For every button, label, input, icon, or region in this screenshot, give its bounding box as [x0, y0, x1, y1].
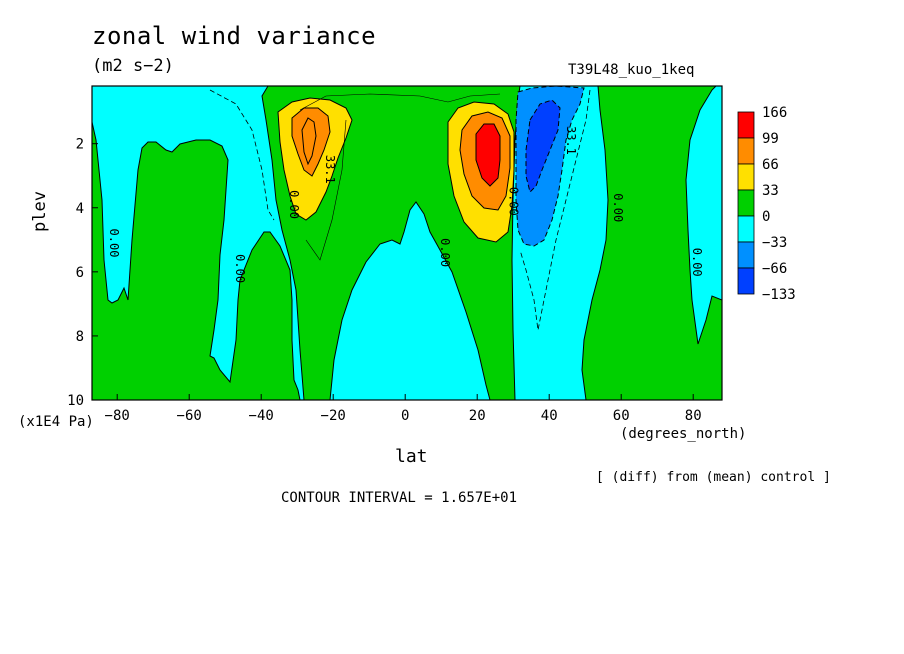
plot-area: [92, 86, 722, 400]
x-tick-label: −20: [321, 408, 346, 424]
red-region-north: [475, 123, 501, 187]
y-tick-label: 8: [76, 329, 84, 345]
thin-contour-south: [305, 119, 347, 261]
colorbar-label: 166: [762, 105, 787, 121]
colorbar-label: −33: [762, 235, 787, 251]
colorbar-swatch: [737, 267, 755, 295]
x-tick-label: 80: [685, 408, 702, 424]
deep-blue-region: [525, 99, 561, 193]
y-tick-label: 10: [67, 393, 84, 409]
contour-interval: CONTOUR INTERVAL = 1.657E+01: [281, 490, 518, 506]
colorbar-label: 33: [762, 183, 779, 199]
colorbar-swatch: [737, 163, 755, 191]
y-tick-label: 2: [76, 137, 84, 153]
chart-title: zonal wind variance: [92, 22, 377, 50]
colorbar-label: 0: [762, 209, 770, 225]
dashed-contour-north: [519, 89, 591, 331]
axis-ticks: −80 −60 −40 −20 0 20 40 60 80 2 4 6 8 10: [67, 137, 701, 424]
contour-label: 0.00: [233, 254, 247, 283]
contour-label: 0.00: [611, 193, 625, 222]
x-tick-label: 20: [469, 408, 486, 424]
colorbar-swatch: [737, 215, 755, 243]
contour-label: 33.1: [564, 126, 578, 155]
red-core-south: [301, 117, 317, 166]
x-tick-label: 60: [613, 408, 630, 424]
green-region-south: [92, 121, 301, 400]
contour-label: 0.00: [287, 190, 301, 219]
colorbar-label: 99: [762, 131, 779, 147]
y-axis-unit: (x1E4 Pa): [18, 414, 94, 430]
x-tick-label: −40: [249, 408, 274, 424]
chart-units: (m2 s−2): [92, 56, 174, 76]
colorbar-label: −133: [762, 287, 796, 303]
y-tick-label: 6: [76, 265, 84, 281]
experiment-label: T39L48_kuo_1keq: [568, 62, 695, 78]
colorbar-swatch: [737, 137, 755, 165]
contour-labels: 0.00 0.00 0.00 33.1 0.00 0.00 33.1 0.00 0.00: [107, 126, 704, 283]
x-axis-label: lat: [395, 446, 428, 467]
dashed-contour-south: [209, 89, 275, 221]
y-tick-label: 4: [76, 201, 84, 217]
colorbar-label: 66: [762, 157, 779, 173]
x-axis-unit: (degrees_north): [620, 426, 747, 442]
colorbar-swatch: [737, 111, 755, 139]
contour-label: 0.00: [438, 238, 452, 267]
contour-label: 0.00: [507, 187, 521, 216]
thin-contour-central: [299, 93, 501, 111]
green-region-north: [581, 86, 722, 400]
contour-label: 0.00: [107, 229, 121, 258]
contour-label: 33.1: [323, 155, 337, 184]
colorbar-swatch: [737, 241, 755, 269]
colorbar-label: −66: [762, 261, 787, 277]
diff-note: [ (diff) from (mean) control ]: [596, 470, 831, 485]
colorbar: 166 99 66 33 0 −33 −66 −133: [737, 105, 796, 303]
x-tick-label: 40: [541, 408, 558, 424]
x-tick-label: −80: [105, 408, 130, 424]
colorbar-swatch: [737, 189, 755, 217]
x-tick-label: 0: [401, 408, 409, 424]
plot-frame: [91, 85, 723, 401]
contour-label: 0.00: [690, 248, 704, 277]
x-tick-label: −60: [177, 408, 202, 424]
